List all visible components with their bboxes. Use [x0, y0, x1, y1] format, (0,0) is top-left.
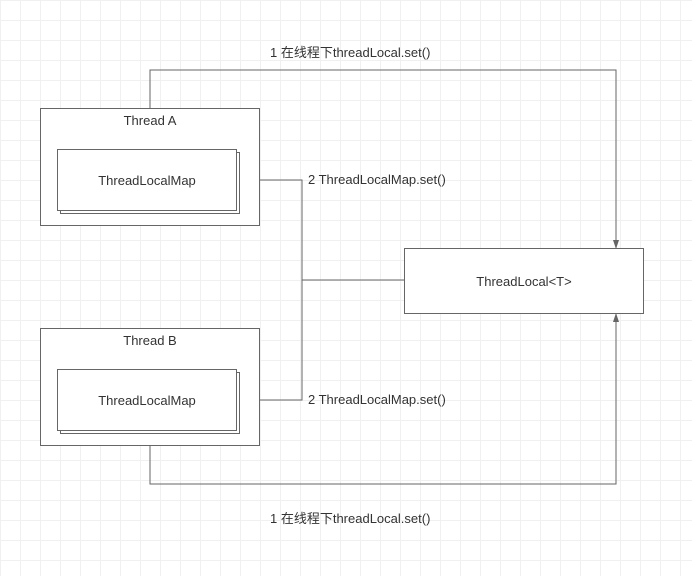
node-thread-a: Thread A ThreadLocalMap — [40, 108, 260, 226]
diagram-canvas: Thread A ThreadLocalMap Thread B ThreadL… — [0, 0, 692, 576]
node-threadlocal-label: ThreadLocal<T> — [476, 274, 571, 289]
node-thread-b-map-label: ThreadLocalMap — [98, 393, 196, 408]
node-thread-b-map: ThreadLocalMap — [57, 369, 237, 431]
node-thread-a-map-label: ThreadLocalMap — [98, 173, 196, 188]
node-thread-b-label: Thread B — [41, 333, 259, 348]
edge-label-bottom: 1 在线程下threadLocal.set() — [270, 508, 430, 527]
edge-threadlocal-to-mapA — [240, 180, 404, 280]
node-thread-b: Thread B ThreadLocalMap — [40, 328, 260, 446]
edge-label-mid-b: 2 ThreadLocalMap.set() — [308, 392, 446, 407]
node-threadlocal: ThreadLocal<T> — [404, 248, 644, 314]
node-thread-a-label: Thread A — [41, 113, 259, 128]
edge-label-mid-a: 2 ThreadLocalMap.set() — [308, 172, 446, 187]
edge-label-top: 1 在线程下threadLocal.set() — [270, 42, 430, 61]
node-thread-a-map: ThreadLocalMap — [57, 149, 237, 211]
